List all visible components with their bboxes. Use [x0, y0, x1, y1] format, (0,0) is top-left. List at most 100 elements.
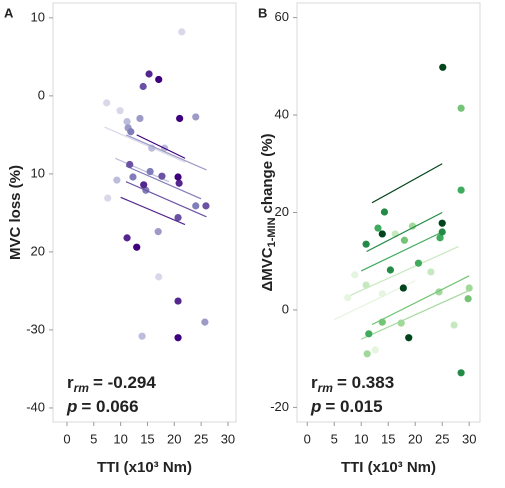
fit-line	[136, 134, 186, 159]
point	[127, 128, 135, 136]
point	[400, 236, 409, 244]
point	[146, 167, 154, 176]
x-tick-label: 30	[221, 431, 235, 446]
point	[380, 208, 389, 216]
stat-p-symbol: p	[310, 397, 321, 416]
point	[113, 176, 121, 184]
y-tick-label: 0	[38, 87, 45, 102]
point	[202, 202, 210, 210]
stat-p-symbol: p	[66, 397, 77, 416]
point	[344, 294, 352, 302]
fit-line	[371, 163, 443, 204]
x-axis-title: TTI (x10³ Nm)	[97, 459, 192, 476]
fit-line	[125, 165, 202, 200]
point	[174, 213, 182, 222]
point	[123, 117, 131, 126]
x-tick-label: 15	[140, 431, 154, 446]
panel-label: B	[258, 5, 267, 20]
y-axis-title-rest: change (%)	[259, 133, 276, 213]
point	[464, 295, 472, 303]
stat-r-sub: rm	[74, 381, 90, 395]
point	[363, 350, 371, 358]
stat-p: p = 0.066	[66, 397, 139, 416]
x-tick-label: 20	[167, 431, 181, 446]
point	[192, 202, 200, 210]
point	[378, 318, 386, 326]
point	[397, 319, 405, 327]
stat-r-symbol: r	[311, 373, 318, 392]
point	[427, 268, 435, 276]
y-axis-title-main: MVC loss (%)	[7, 165, 24, 260]
stat-r-value: = 0.383	[337, 373, 394, 392]
point	[405, 334, 413, 342]
point	[386, 266, 394, 274]
stat-p-value: = 0.015	[325, 397, 382, 416]
point	[351, 271, 359, 279]
stat-r-symbol: r	[67, 373, 74, 392]
y-tick-label: 60	[275, 9, 289, 24]
point	[154, 228, 162, 236]
point	[116, 107, 124, 115]
fit-line	[366, 211, 443, 253]
point	[104, 194, 112, 202]
point	[378, 290, 386, 298]
stat-p: p = 0.015	[310, 397, 383, 416]
y-tick-label: 0	[282, 301, 289, 316]
point	[136, 114, 144, 123]
point	[145, 70, 153, 78]
y-tick-label: -20	[270, 399, 289, 414]
y-tick-label: -40	[26, 399, 45, 414]
stat-r: rrm = -0.294	[67, 373, 156, 395]
stat-r-sub: rm	[318, 381, 334, 395]
y-tick-label: 10	[31, 9, 45, 24]
x-tick-label: 10	[113, 431, 127, 446]
point	[378, 230, 386, 238]
point	[174, 297, 182, 305]
point	[457, 369, 465, 377]
x-axis-title: TTI (x10³ Nm)	[341, 459, 436, 476]
plot-frame	[52, 2, 237, 423]
point	[362, 281, 370, 289]
y-tick-label: 20	[31, 243, 45, 258]
fit-line	[125, 181, 207, 218]
fit-line	[125, 134, 207, 171]
stat-p-value: = 0.066	[81, 397, 138, 416]
point	[201, 318, 209, 326]
point	[438, 228, 446, 236]
point	[465, 284, 473, 292]
point	[439, 63, 447, 71]
point	[176, 114, 184, 123]
x-tick-label: 0	[63, 431, 70, 446]
y-tick-label: -30	[26, 321, 45, 336]
x-tick-label: 25	[435, 431, 449, 446]
y-axis-title: MVC loss (%)	[7, 165, 24, 260]
point	[414, 259, 423, 267]
fit-line	[371, 275, 470, 326]
x-tick-label: 0	[304, 431, 311, 446]
point	[158, 172, 166, 180]
y-axis-title-sub: 1-MIN	[266, 217, 278, 247]
point	[374, 224, 382, 232]
x-tick-label: 5	[331, 431, 338, 446]
fit-line	[360, 231, 443, 272]
point	[139, 82, 147, 91]
plot-frame	[296, 2, 481, 423]
stat-r-value: = -0.294	[93, 373, 156, 392]
y-tick-label: 10	[31, 165, 45, 180]
point	[192, 113, 200, 121]
point	[399, 284, 407, 292]
point	[103, 99, 111, 107]
point	[178, 28, 186, 36]
y-tick-label: 40	[275, 106, 289, 121]
point	[126, 160, 134, 169]
point	[175, 179, 183, 187]
point	[450, 321, 458, 329]
point	[365, 330, 373, 338]
point	[457, 104, 465, 112]
point	[138, 332, 146, 340]
point	[408, 222, 417, 230]
x-tick-label: 10	[354, 431, 368, 446]
x-tick-label: 20	[408, 431, 422, 446]
x-tick-label: 30	[462, 431, 476, 446]
